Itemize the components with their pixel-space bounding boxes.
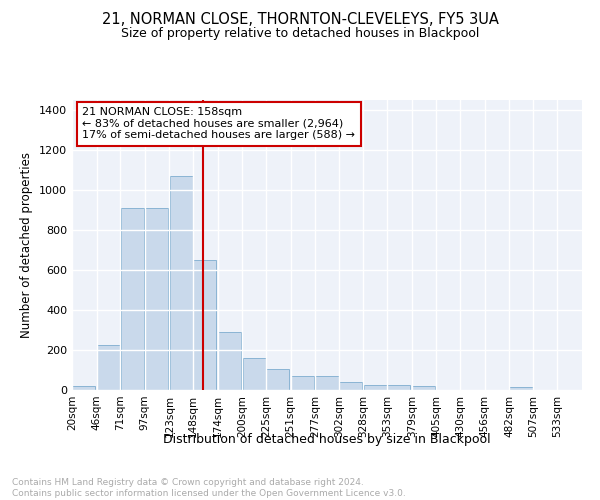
Bar bbox=[193, 260, 217, 390]
Bar bbox=[266, 369, 289, 390]
Text: 21, NORMAN CLOSE, THORNTON-CLEVELEYS, FY5 3UA: 21, NORMAN CLOSE, THORNTON-CLEVELEYS, FY… bbox=[101, 12, 499, 28]
Bar bbox=[97, 345, 120, 390]
Bar bbox=[364, 385, 387, 390]
Bar bbox=[170, 176, 193, 390]
Bar bbox=[145, 208, 168, 390]
Text: Contains HM Land Registry data © Crown copyright and database right 2024.
Contai: Contains HM Land Registry data © Crown c… bbox=[12, 478, 406, 498]
Bar bbox=[242, 358, 266, 390]
Text: Size of property relative to detached houses in Blackpool: Size of property relative to detached ho… bbox=[121, 28, 479, 40]
Bar bbox=[121, 208, 143, 390]
Text: 21 NORMAN CLOSE: 158sqm
← 83% of detached houses are smaller (2,964)
17% of semi: 21 NORMAN CLOSE: 158sqm ← 83% of detache… bbox=[82, 108, 355, 140]
Bar bbox=[509, 387, 533, 390]
Text: Distribution of detached houses by size in Blackpool: Distribution of detached houses by size … bbox=[163, 432, 491, 446]
Bar bbox=[316, 376, 338, 390]
Bar bbox=[218, 332, 241, 390]
Bar bbox=[72, 386, 95, 390]
Bar bbox=[291, 376, 314, 390]
Y-axis label: Number of detached properties: Number of detached properties bbox=[20, 152, 34, 338]
Bar bbox=[412, 386, 435, 390]
Bar bbox=[339, 382, 362, 390]
Bar bbox=[388, 385, 410, 390]
